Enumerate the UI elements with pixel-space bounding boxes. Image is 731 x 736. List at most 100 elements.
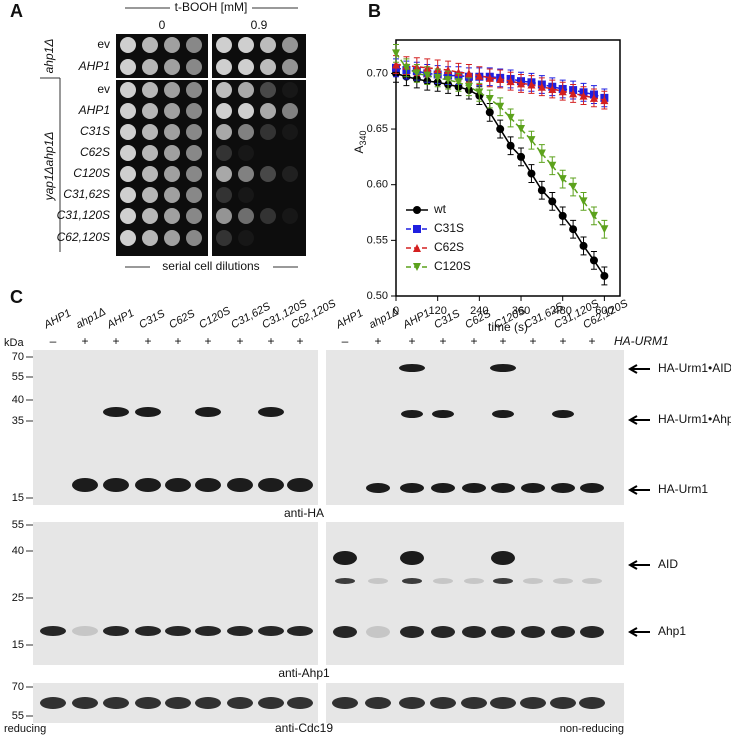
spot: [216, 230, 232, 246]
data-point: [433, 73, 442, 82]
spot: [142, 124, 158, 140]
spot: [164, 145, 180, 161]
strain-label: AHP1: [78, 59, 110, 73]
spot: [238, 82, 254, 98]
blot-band: [399, 697, 425, 709]
data-point: [517, 125, 526, 134]
spot: [216, 208, 232, 224]
spot: [282, 59, 298, 75]
spot: [216, 166, 232, 182]
blot-band: [40, 626, 66, 636]
strain-label: ev: [97, 82, 110, 96]
blot-band: [103, 478, 129, 492]
blot-band: [552, 410, 574, 418]
blot-band: [135, 478, 161, 492]
legend-label: C120S: [434, 259, 471, 273]
strain-label: C31,62S: [63, 187, 110, 201]
data-point: [506, 141, 515, 150]
arrow: [627, 560, 650, 570]
blot-band: [135, 407, 161, 417]
blot-band: [493, 578, 513, 584]
lane-label: AHP1: [104, 307, 136, 332]
data-point: [454, 78, 463, 87]
blot-band: [401, 410, 423, 418]
spot: [260, 208, 276, 224]
spot: [186, 103, 202, 119]
y-tick-label: 0.70: [367, 67, 388, 79]
arrow: [627, 485, 650, 495]
blot-band: [195, 407, 221, 417]
blot-band: [521, 483, 545, 493]
data-point: [423, 71, 432, 80]
band-label: AID: [658, 557, 678, 571]
blot-band: [287, 626, 313, 636]
spot: [238, 103, 254, 119]
plot-frame: [395, 39, 621, 297]
blot-band: [433, 578, 453, 584]
strain-label: AHP1: [78, 103, 110, 117]
sign: +: [470, 334, 477, 348]
blot-band: [462, 483, 486, 493]
legend-label: wt: [433, 202, 447, 216]
blot-band: [400, 551, 424, 565]
spot: [164, 187, 180, 203]
sign: +: [374, 334, 381, 348]
data-point: [444, 66, 453, 75]
blot-band: [135, 626, 161, 636]
data-point: [548, 161, 557, 170]
blot-band: [258, 697, 284, 709]
blot-band: [258, 407, 284, 417]
strain-label: C62S: [80, 145, 110, 159]
antibody: anti-HA: [284, 506, 324, 520]
data-point: [558, 175, 567, 184]
mw-marker: 15: [12, 492, 24, 504]
lane-label: C120S: [197, 305, 233, 332]
mw-marker: 35: [12, 415, 24, 427]
data-point: [569, 225, 578, 234]
lane-label: AHP1: [41, 307, 73, 332]
mw-marker: 55: [12, 371, 24, 383]
x-axis-label: time (s): [488, 320, 528, 334]
blot-band: [490, 697, 516, 709]
spot: [164, 37, 180, 53]
lane-label: ahp1Δ: [367, 306, 401, 332]
mw-marker: 15: [12, 639, 24, 651]
spot: [186, 145, 202, 161]
spot: [142, 103, 158, 119]
mw-marker: 55: [12, 519, 24, 531]
blot-band: [195, 626, 221, 636]
x-tick-label: 360: [512, 305, 530, 317]
spot: [282, 208, 298, 224]
spot: [238, 187, 254, 203]
y-tick-label: 0.65: [367, 123, 388, 135]
blot-band: [332, 697, 358, 709]
group-label: yap1Δahp1Δ: [42, 132, 56, 202]
blot-band: [400, 626, 424, 638]
spot: [142, 166, 158, 182]
lane-label: C31S: [137, 307, 168, 331]
blot-band: [521, 626, 545, 638]
blot-band: [430, 697, 456, 709]
spot: [238, 59, 254, 75]
spot: [120, 82, 136, 98]
blot-band: [40, 697, 66, 709]
data-point: [558, 211, 567, 220]
spot: [120, 37, 136, 53]
data-point: [485, 94, 494, 103]
spot: [142, 37, 158, 53]
blot-band: [227, 697, 253, 709]
sign: +: [267, 334, 274, 348]
strain-label: C62,120S: [57, 230, 110, 244]
spot: [260, 37, 276, 53]
blot-band: [490, 364, 516, 372]
data-point: [548, 84, 557, 93]
spot: [282, 124, 298, 140]
legend-marker: [413, 263, 421, 271]
blot-band: [523, 578, 543, 584]
mw-marker: 25: [12, 592, 24, 604]
blot-band: [368, 578, 388, 584]
spot: [164, 208, 180, 224]
data-point: [600, 271, 609, 280]
group-label: ahp1Δ: [42, 39, 56, 74]
blot-band: [582, 578, 602, 584]
